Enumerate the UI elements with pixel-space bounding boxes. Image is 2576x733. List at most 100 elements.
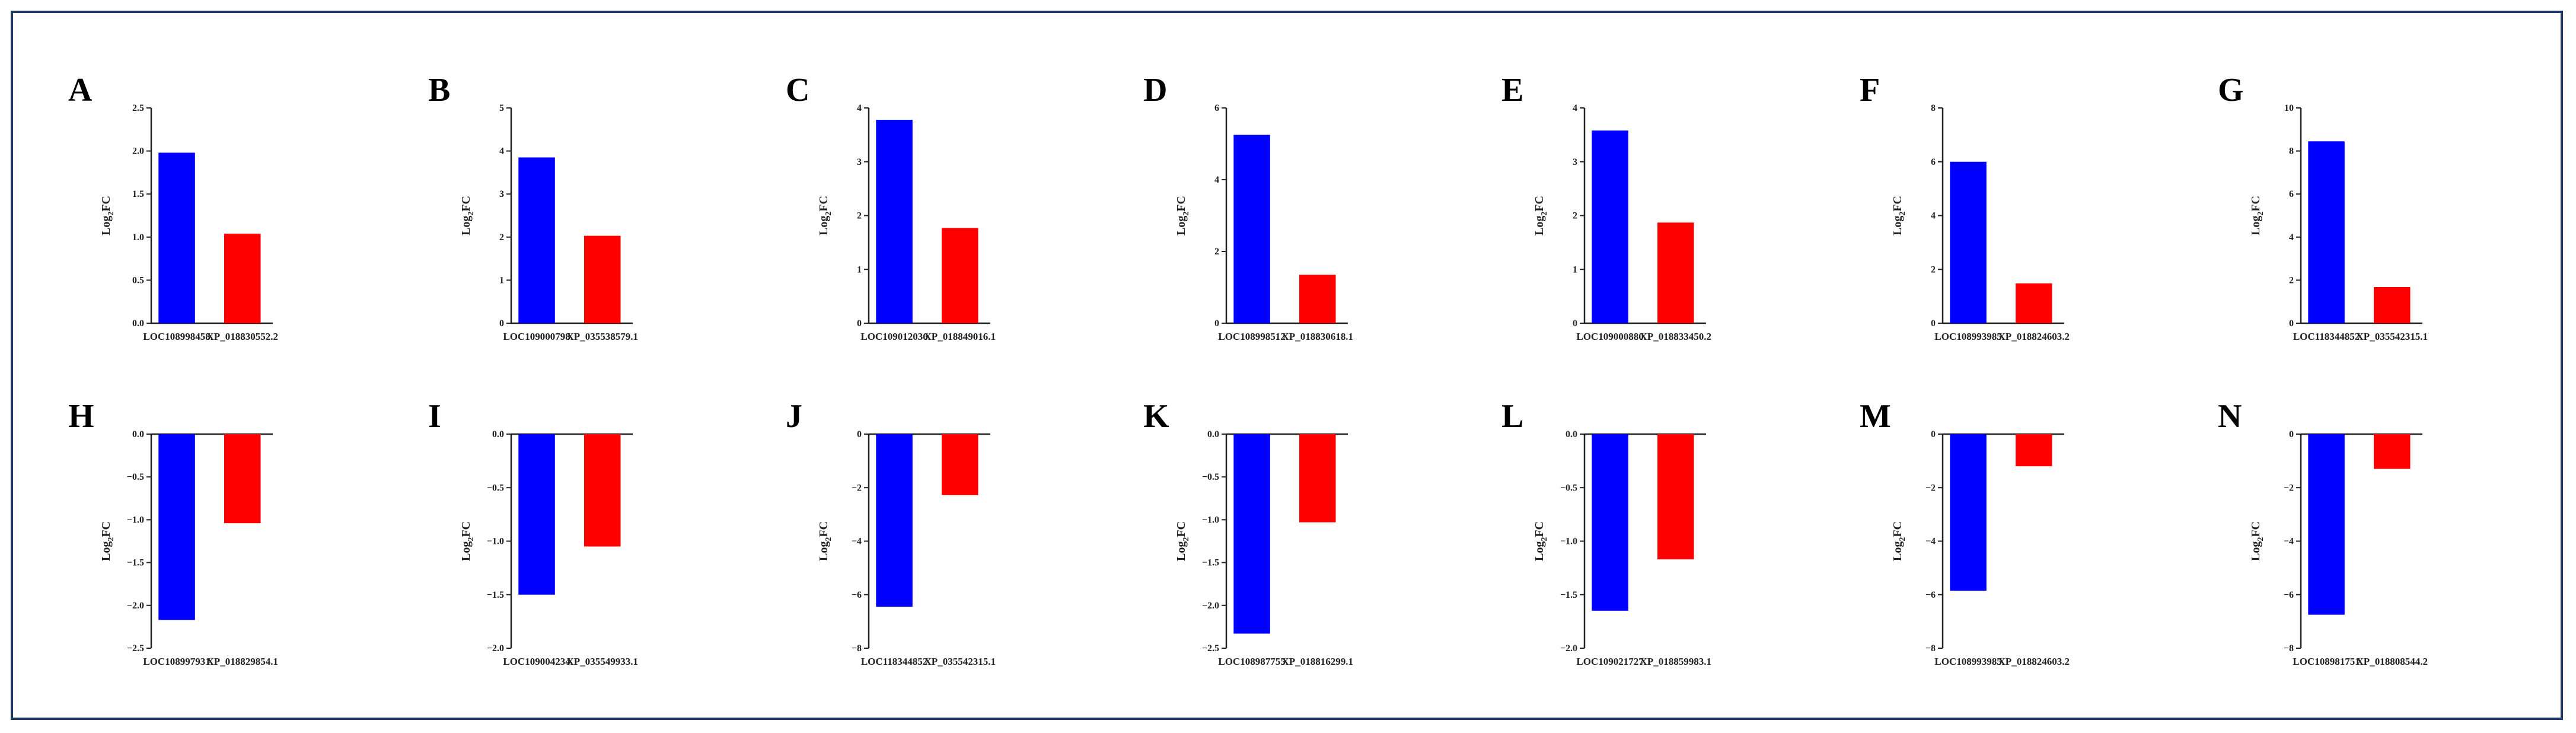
panel-d-y-tick-label: 6 bbox=[1214, 103, 1219, 113]
panel-i-y-label-log: Log bbox=[460, 541, 473, 561]
panel-i-y-label-sub: 2 bbox=[467, 537, 476, 541]
panel-c-y-tick-label: 4 bbox=[857, 103, 862, 113]
panel-c-y-tick-label: 0 bbox=[857, 318, 862, 329]
panel-f-category-label-2: XP_018824603.2 bbox=[1998, 331, 2070, 342]
panel-h-category-label-2: XP_018829854.1 bbox=[207, 656, 278, 667]
panel-k-y-tick-label: −0.5 bbox=[1202, 472, 1219, 482]
panel-e-y-tick-label: 3 bbox=[1573, 157, 1577, 167]
panel-g-y-tick-label: 10 bbox=[2284, 103, 2294, 113]
panel-n-category-label-1: LOC108981751 bbox=[2293, 656, 2360, 667]
panel-h-y-label: Log2FC bbox=[100, 521, 116, 561]
panel-j-y-label-sub: 2 bbox=[824, 537, 833, 541]
panel-m-y-label-log: Log bbox=[1891, 541, 1904, 561]
panel-m-letter: M bbox=[1860, 398, 1891, 435]
panel-n-y-tick-label: −4 bbox=[2284, 537, 2294, 547]
panel-a-y-tick-label: 1.0 bbox=[132, 232, 144, 243]
panel-k-bar-1 bbox=[1233, 434, 1270, 634]
panel-k-y-tick-label: −1.0 bbox=[1202, 515, 1219, 525]
panel-i-y-tick-label: 0.0 bbox=[492, 429, 504, 439]
panel-l-y-tick-label: −0.5 bbox=[1560, 483, 1577, 493]
panel-g-category-label-2: XP_035542315.1 bbox=[2357, 331, 2428, 342]
panel-h-category-label-1: LOC108997931 bbox=[143, 656, 210, 667]
panel-a-y-label-sub: 2 bbox=[107, 212, 116, 216]
panel-n-y-tick-label: −6 bbox=[2284, 590, 2294, 600]
panel-h-y-label-sub: 2 bbox=[107, 537, 116, 541]
figure-frame bbox=[11, 11, 2563, 720]
panel-g-y-tick-label: 8 bbox=[2289, 146, 2294, 157]
panel-h-y-tick-label: 0.0 bbox=[132, 429, 144, 439]
panel-l-category-label-2: XP_018859983.1 bbox=[1640, 656, 1711, 667]
panel-g-y-tick-label: 2 bbox=[2289, 275, 2294, 285]
panel-k-category-label-2: XP_018816299.1 bbox=[1282, 656, 1353, 667]
panel-c-y-label-sub: 2 bbox=[824, 212, 833, 216]
panel-i-category-label-2: XP_035549933.1 bbox=[567, 656, 638, 667]
panel-i-y-tick-label: −0.5 bbox=[487, 483, 504, 493]
panel-j-bar-2 bbox=[942, 434, 978, 495]
panel-d-y-tick-label: 4 bbox=[1214, 175, 1219, 185]
panel-f-y-tick-label: 8 bbox=[1931, 103, 1936, 113]
panel-f-y-label: Log2FC bbox=[1891, 196, 1907, 235]
panel-k-category-label-1: LOC108987755 bbox=[1218, 656, 1285, 667]
panel-m-y-tick-label: −2 bbox=[1925, 483, 1936, 493]
panel-b-y-label-fc: FC bbox=[460, 196, 473, 212]
panel-j-y-tick-label: 0 bbox=[857, 429, 862, 439]
panel-g-y-tick-label: 4 bbox=[2289, 232, 2294, 243]
panel-l-y-tick-label: −1.5 bbox=[1560, 590, 1577, 600]
panel-l-y-tick-label: −2.0 bbox=[1560, 643, 1577, 654]
panel-e-y-tick-label: 4 bbox=[1573, 103, 1577, 113]
panel-g-bar-2 bbox=[2374, 287, 2411, 323]
panel-j-y-tick-label: −2 bbox=[852, 483, 862, 493]
panel-a-y-tick-label: 0.0 bbox=[132, 318, 144, 329]
panel-j-y-label: Log2FC bbox=[817, 521, 833, 561]
panel-h: H 0.0 −0.5 −1.0 −1.5 −2.0 −2.5 Log2FC LOC1089979… bbox=[68, 398, 278, 667]
panel-l-y-label-fc: FC bbox=[1533, 521, 1546, 537]
panel-l-category-label-1: LOC109021727 bbox=[1576, 656, 1644, 667]
panel-a-y-tick-label: 0.5 bbox=[132, 275, 144, 285]
panel-h-letter: H bbox=[68, 398, 94, 435]
panel-j-letter: J bbox=[786, 398, 802, 435]
panel-a-y-tick-label: 2.0 bbox=[132, 146, 144, 157]
panel-c-y-label-log: Log bbox=[817, 216, 830, 235]
panel-j-category-label-1: LOC118344852 bbox=[861, 656, 927, 667]
panel-n-y-label-log: Log bbox=[2249, 541, 2262, 561]
panel-k-y-tick-label: −2.5 bbox=[1202, 643, 1219, 654]
panel-c-bar-1 bbox=[876, 119, 913, 323]
panel-b-y-tick-label: 2 bbox=[499, 232, 504, 243]
panel-j-y-tick-label: −4 bbox=[852, 537, 862, 547]
panel-m-y-tick-label: −8 bbox=[1925, 643, 1936, 654]
panel-f-y-label-fc: FC bbox=[1891, 196, 1904, 212]
panel-a-bar-1 bbox=[158, 152, 195, 323]
panel-n-y-tick-label: 0 bbox=[2289, 429, 2294, 439]
panel-b-category-label-2: XP_035538579.1 bbox=[567, 331, 638, 342]
panel-l-bar-1 bbox=[1592, 434, 1628, 611]
panel-m-y-label-fc: FC bbox=[1891, 521, 1904, 537]
panel-b-y-tick-label: 5 bbox=[499, 103, 504, 113]
panel-k-letter: K bbox=[1143, 398, 1169, 435]
panel-g-y-label-sub: 2 bbox=[2256, 212, 2265, 216]
panel-d-y-label-sub: 2 bbox=[1182, 212, 1191, 216]
panel-b-bar-1 bbox=[518, 157, 555, 323]
panel-h-y-label-fc: FC bbox=[100, 521, 113, 537]
panel-m-category-label-1: LOC108993985 bbox=[1934, 656, 2001, 667]
panel-e-bar-2 bbox=[1657, 222, 1694, 323]
panel-j-y-tick-label: −8 bbox=[852, 643, 862, 654]
panel-a-category-label-2: XP_018830552.2 bbox=[207, 331, 278, 342]
panel-m-bar-2 bbox=[2016, 434, 2052, 467]
panel-h-y-tick-label: −0.5 bbox=[127, 472, 144, 482]
panel-l: L 0.0 −0.5 −1.0 −1.5 −2.0 Log2FC LOC109021727XP… bbox=[1501, 398, 1711, 667]
panel-e-y-label: Log2FC bbox=[1533, 196, 1549, 235]
panel-f-y-label-log: Log bbox=[1891, 216, 1904, 235]
panel-f-y-tick-label: 4 bbox=[1931, 211, 1936, 221]
panel-c-bar-2 bbox=[942, 228, 978, 323]
panel-b-y-label-sub: 2 bbox=[467, 212, 476, 216]
panel-l-y-label: Log2FC bbox=[1533, 521, 1549, 561]
panel-l-y-label-sub: 2 bbox=[1540, 537, 1549, 541]
panel-c-y-label-fc: FC bbox=[817, 196, 830, 212]
panel-f-category-label-1: LOC108993985 bbox=[1934, 331, 2001, 342]
panel-h-bar-2 bbox=[224, 434, 261, 524]
panel-d-bar-1 bbox=[1233, 135, 1270, 323]
panel-h-y-tick-label: −2.0 bbox=[127, 601, 144, 611]
panel-h-y-label-log: Log bbox=[100, 541, 113, 561]
